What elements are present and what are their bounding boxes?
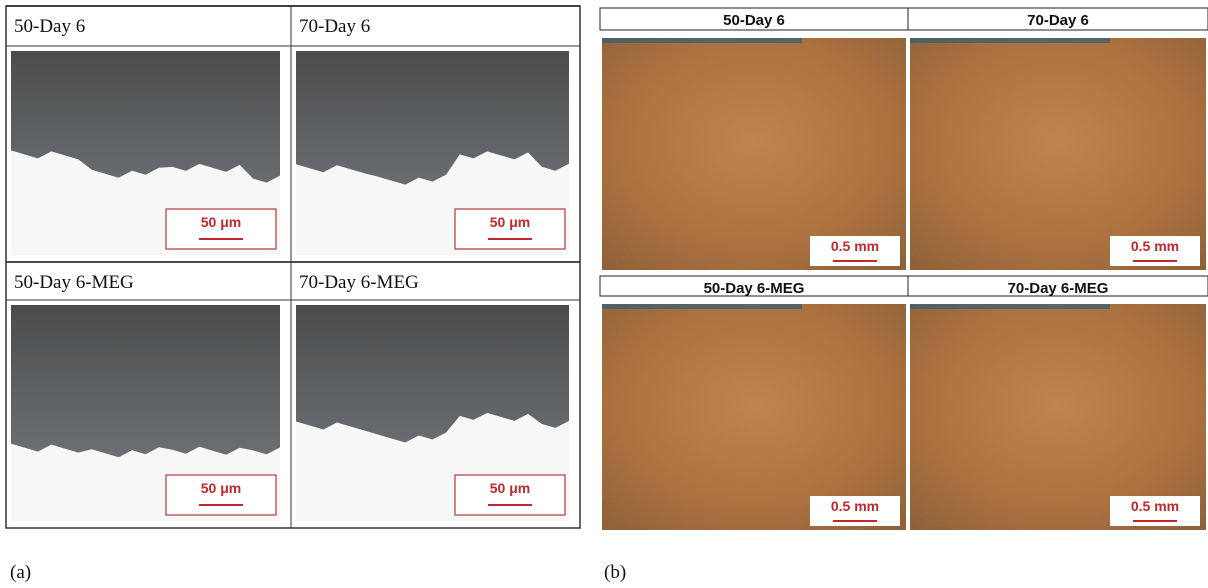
info-bar xyxy=(602,304,802,309)
cell-title: 70-Day 6-MEG xyxy=(299,272,419,293)
micrograph xyxy=(602,38,906,270)
cell-title: 70-Day 6 xyxy=(1027,12,1089,29)
cell-title: 50-Day 6 xyxy=(723,12,785,29)
scale-label: 0.5 mm xyxy=(1131,498,1179,514)
info-bar xyxy=(910,304,1110,309)
info-bar xyxy=(910,38,1110,43)
page: {"panels": [ {"label": "(a)", "cells": [… xyxy=(0,0,1208,588)
cell-title: 50-Day 6 xyxy=(14,16,85,37)
scale-label: 0.5 mm xyxy=(831,498,879,514)
scale-label: 0.5 mm xyxy=(831,238,879,254)
cell-title: 50-Day 6-MEG xyxy=(704,280,805,297)
scale-label: 50 μm xyxy=(201,214,241,230)
cell-title: 70-Day 6-MEG xyxy=(1008,280,1109,297)
info-bar xyxy=(602,38,802,43)
cell-title: 50-Day 6-MEG xyxy=(14,272,134,293)
panel-label: (a) xyxy=(10,562,31,583)
figure: (a) (b) 50-Day 6 50 μm 70-Day 6 50 μm 50-Day… xyxy=(0,0,1208,588)
scale-label: 50 μm xyxy=(490,480,530,496)
scale-label: 0.5 mm xyxy=(1131,238,1179,254)
scale-label: 50 μm xyxy=(490,214,530,230)
micrograph xyxy=(910,38,1206,270)
panel-label: (b) xyxy=(604,562,626,583)
scale-label: 50 μm xyxy=(201,480,241,496)
cell-title: 70-Day 6 xyxy=(299,16,370,37)
